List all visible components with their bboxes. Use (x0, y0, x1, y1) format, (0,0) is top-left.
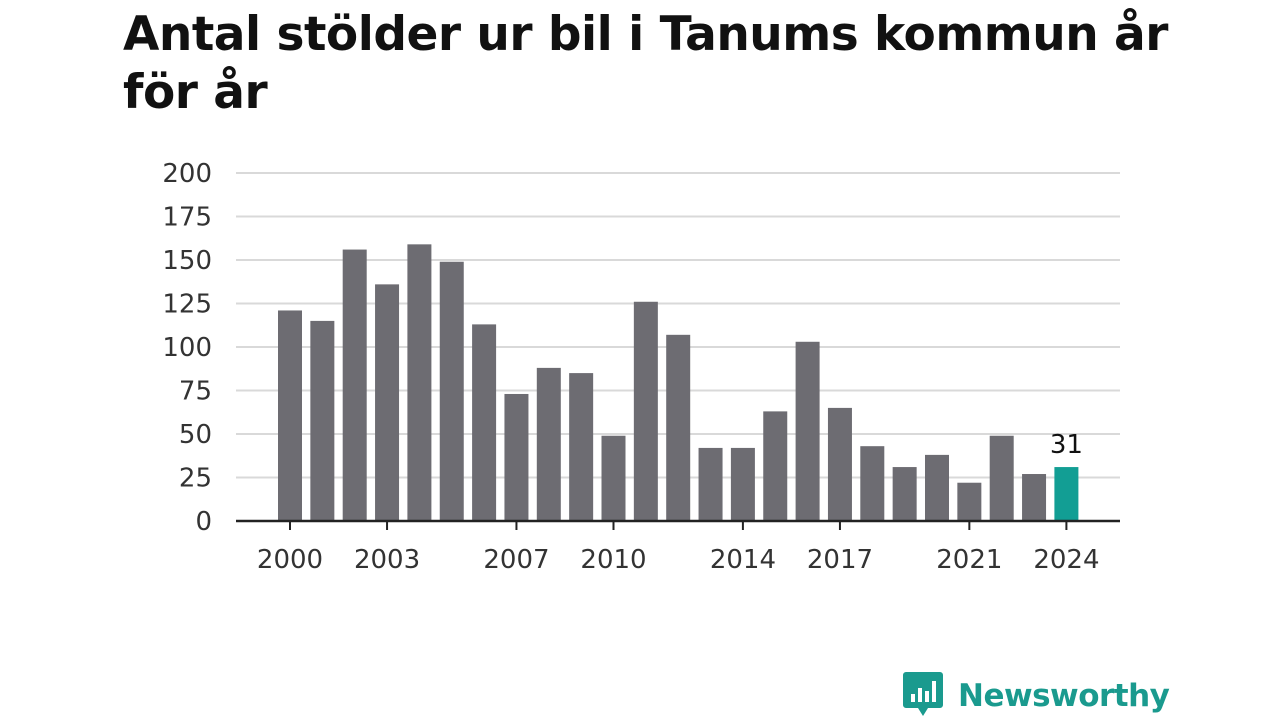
brand-logo: Newsworthy (902, 670, 1170, 722)
bar-2016 (795, 341, 820, 521)
bar-2004 (407, 244, 432, 521)
newsworthy-logo-icon (902, 670, 944, 722)
chart-title: Antal stölder ur bil i Tanums kommun år … (123, 7, 1168, 120)
bar-2020 (925, 454, 949, 521)
bar-2011 (633, 301, 658, 521)
x-axis: 2000 2003 2007 2010 2014 2017 2021 2024 (236, 519, 1120, 575)
x-tick-label: 2014 (710, 545, 776, 575)
y-axis: 0 25 50 75 100 125 150 175 200 (162, 159, 212, 537)
bar-2015 (763, 411, 788, 521)
bar-2002 (342, 249, 367, 521)
x-tick-label: 2003 (354, 545, 420, 575)
bar-2007 (504, 393, 529, 521)
bar-2005 (439, 261, 464, 521)
x-tick-label: 2021 (936, 545, 1002, 575)
y-tick-label: 0 (195, 507, 212, 537)
brand-name: Newsworthy (958, 678, 1170, 714)
y-tick-label: 50 (179, 420, 212, 450)
bar-2023 (1022, 474, 1047, 521)
bars (278, 244, 1079, 521)
x-tick-label: 2000 (257, 545, 323, 575)
bar-2013 (698, 447, 723, 521)
x-tick-label: 2017 (807, 545, 873, 575)
bar-2022 (989, 435, 1014, 521)
y-tick-label: 175 (162, 203, 212, 233)
y-tick-label: 125 (162, 290, 212, 320)
bar-2012 (666, 334, 691, 521)
bar-2010 (601, 435, 626, 521)
bar-2018 (860, 446, 885, 521)
bar-2014 (730, 447, 755, 521)
y-tick-label: 75 (179, 377, 212, 407)
bar-2001 (310, 320, 335, 521)
bar-2024 (1054, 467, 1079, 521)
y-tick-label: 25 (179, 464, 212, 494)
y-tick-label: 100 (162, 333, 212, 363)
data-labels: 31 (1050, 430, 1083, 460)
bar-2003 (375, 284, 400, 521)
bar-2008 (536, 367, 561, 521)
x-tick-label: 2010 (580, 545, 646, 575)
bar-2019 (892, 467, 917, 521)
bar-2009 (569, 373, 594, 521)
x-tick-label: 2007 (483, 545, 549, 575)
y-tick-label: 200 (162, 159, 212, 189)
bar-2000 (278, 310, 302, 521)
data-label-2024: 31 (1050, 430, 1083, 460)
bar-2006 (472, 324, 497, 521)
x-tick-label: 2024 (1033, 545, 1099, 575)
bar-2021 (957, 482, 982, 521)
y-tick-label: 150 (162, 246, 212, 276)
bar-2017 (827, 407, 852, 521)
